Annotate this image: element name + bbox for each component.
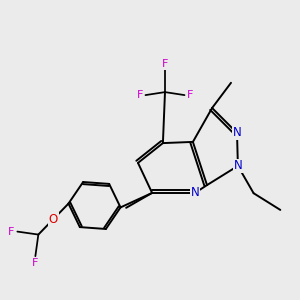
Text: N: N	[233, 159, 242, 172]
Text: F: F	[8, 226, 14, 237]
Text: N: N	[190, 186, 200, 200]
Text: F: F	[162, 59, 168, 69]
Text: F: F	[187, 90, 193, 100]
Text: F: F	[32, 258, 38, 268]
Text: F: F	[137, 90, 143, 100]
Text: O: O	[49, 213, 58, 226]
Text: N: N	[232, 126, 242, 140]
